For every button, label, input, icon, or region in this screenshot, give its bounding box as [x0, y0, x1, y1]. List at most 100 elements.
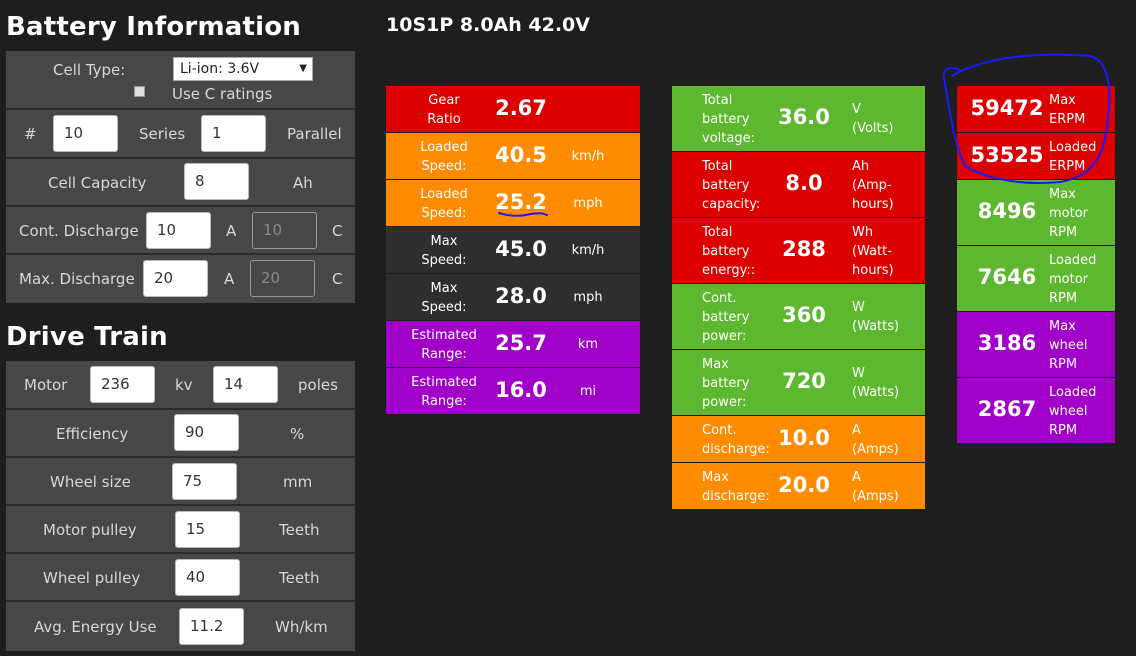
max-discharge-input[interactable]: 20	[143, 260, 208, 297]
battery-result-card: Total battery energy:: 288 Wh (Watt-hours)	[672, 218, 925, 284]
energy-use-input[interactable]: 11.2	[179, 608, 244, 645]
dropdown-arrow-icon: ▼	[299, 63, 307, 74]
battery-card-title: Total battery energy::	[702, 223, 755, 280]
rpm-result-card: 2867 Loaded wheel RPM	[957, 378, 1115, 444]
cont-discharge-c-input[interactable]: 10	[252, 212, 317, 249]
speed-card-title: Estimated Range:	[386, 373, 502, 411]
circle-annotation	[942, 53, 1111, 185]
wheel-size-unit: mm	[283, 473, 313, 491]
battery-card-title: Max battery power:	[702, 355, 749, 412]
motor-pulley-unit: Teeth	[279, 521, 320, 539]
efficiency-unit: %	[290, 425, 305, 443]
rpm-card-label-line: motor	[1049, 205, 1089, 221]
cont-discharge-input[interactable]: 10	[146, 212, 211, 249]
speed-card-title: Gear Ratio	[386, 91, 502, 129]
rpm-card-label-line: wheel	[1049, 337, 1088, 353]
rpm-card-label: Loaded wheel RPM	[1049, 383, 1096, 440]
rpm-card-value: 3186	[977, 331, 1037, 355]
battery-card-unit-line: (Amps)	[852, 441, 899, 457]
wheel-size-input[interactable]: 75	[172, 463, 237, 500]
battery-card-title-line: battery	[702, 375, 750, 391]
speed-card-unit: mph	[562, 288, 614, 307]
battery-card-unit: W (Watts)	[852, 298, 899, 336]
battery-card-value: 8.0	[785, 171, 823, 195]
wheel-pulley-unit: Teeth	[279, 569, 320, 587]
battery-card-unit-line: Wh	[852, 224, 874, 240]
battery-result-card: Cont. battery power: 360 W (Watts)	[672, 284, 925, 350]
motor-pulley-row: Motor pulley 15 Teeth	[6, 506, 355, 554]
max-discharge-label: Max. Discharge	[19, 270, 135, 288]
rpm-result-card: 59472 Max ERPM	[957, 86, 1115, 133]
wheel-pulley-label: Wheel pulley	[43, 569, 141, 587]
speed-card-title: Loaded Speed:	[386, 138, 502, 176]
wheel-pulley-input[interactable]: 40	[175, 559, 240, 596]
rpm-card-value: 53525	[970, 142, 1044, 167]
speed-card-unit: km	[562, 335, 614, 354]
battery-card-title-line: Total	[702, 92, 733, 108]
speed-card-unit: mi	[562, 382, 614, 401]
battery-result-card: Total battery capacity: 8.0 Ah (Amp-hours)	[672, 152, 925, 218]
rpm-card-value: 2867	[977, 397, 1037, 421]
speed-card-value: 25.7	[495, 330, 547, 355]
speed-card-value: 45.0	[495, 236, 547, 261]
battery-card-unit: W (Watts)	[852, 364, 899, 402]
battery-card-title: Cont. battery power:	[702, 289, 749, 346]
cell-capacity-input[interactable]: 8	[184, 163, 249, 200]
motor-pulley-input[interactable]: 15	[175, 511, 240, 548]
speed-result-card: Max Speed: 45.0 km/h	[386, 227, 640, 274]
rpm-card-label-line: RPM	[1049, 356, 1078, 372]
drive-train-title: Drive Train	[6, 322, 168, 352]
battery-card-title-line: battery	[702, 111, 750, 127]
speed-result-card: Loaded Speed: 25.2 mph	[386, 180, 640, 227]
kv-input[interactable]: 236	[90, 366, 155, 403]
battery-card-unit: A (Amps)	[852, 468, 899, 506]
speed-card-title-line: Max	[430, 280, 458, 296]
rpm-card-label-line: RPM	[1049, 224, 1078, 240]
cont-discharge-label: Cont. Discharge	[19, 222, 139, 240]
parallel-input[interactable]: 1	[201, 115, 266, 152]
battery-card-unit-line: V	[852, 102, 861, 117]
poles-input[interactable]: 14	[213, 366, 278, 403]
rpm-card-label-line: RPM	[1049, 422, 1078, 438]
battery-card-unit-line: W	[852, 366, 865, 381]
capacity-row: Cell Capacity 8 Ah	[6, 159, 355, 207]
max-discharge-c-input[interactable]: 20	[250, 260, 315, 297]
battery-card-title: Cont. discharge:	[702, 421, 770, 459]
speed-card-unit-line: km/h	[571, 149, 605, 164]
battery-card-title-line: battery	[702, 309, 750, 325]
speed-card-unit-line: mi	[579, 384, 597, 399]
battery-result-card: Cont. discharge: 10.0 A (Amps)	[672, 416, 925, 463]
speed-card-unit-line: mph	[573, 196, 603, 211]
energy-use-unit: Wh/km	[275, 618, 328, 636]
speed-card-title-line: Speed:	[421, 299, 467, 315]
use-c-ratings-label: Use C ratings	[172, 85, 273, 103]
speed-card-value: 2.67	[495, 95, 547, 120]
cont-discharge-row: Cont. Discharge 10 A 10 C	[6, 207, 355, 255]
battery-card-title-line: energy::	[702, 262, 756, 278]
speed-card-title: Loaded Speed:	[386, 185, 502, 223]
battery-card-unit-line: hours)	[852, 262, 894, 278]
rpm-result-card: 53525 Loaded ERPM	[957, 133, 1115, 180]
rpm-card-label-line: motor	[1049, 271, 1089, 287]
speed-card-title-line: Range:	[421, 393, 467, 409]
rpm-card-label-line: ERPM	[1049, 111, 1086, 127]
speed-card-title-line: Range:	[421, 346, 467, 362]
battery-card-value: 360	[782, 303, 826, 327]
cell-type-select[interactable]: Li-ion: 3.6V ▼	[173, 57, 313, 81]
battery-card-unit-line: W	[852, 300, 865, 315]
battery-card-title-line: Max	[702, 356, 729, 372]
battery-spec-summary: 10S1P 8.0Ah 42.0V	[386, 14, 590, 36]
speed-card-title: Max Speed:	[386, 232, 502, 270]
rpm-card-label: Max ERPM	[1049, 91, 1085, 129]
battery-card-unit-line: (Amp-	[852, 177, 892, 193]
efficiency-input[interactable]: 90	[174, 414, 239, 451]
battery-card-title: Total battery capacity:	[702, 157, 760, 214]
speed-card-title-line: Max	[430, 233, 458, 249]
battery-card-title-line: power:	[702, 328, 747, 344]
max-discharge-unit-a: A	[224, 270, 235, 288]
use-c-ratings-checkbox[interactable]	[134, 86, 145, 97]
cell-type-label: Cell Type:	[53, 61, 126, 79]
series-input[interactable]: 10	[53, 115, 118, 152]
cont-discharge-unit-a: A	[226, 222, 237, 240]
speed-card-unit: mph	[562, 194, 614, 213]
